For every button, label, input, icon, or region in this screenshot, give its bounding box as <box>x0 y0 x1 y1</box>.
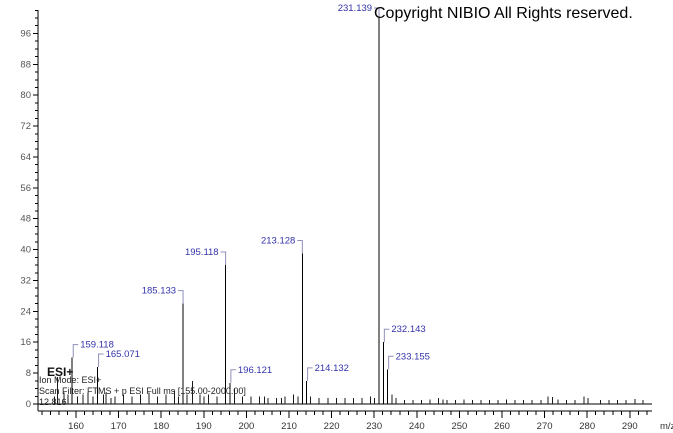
copyright-text: Copyright NIBIO All Rights reserved. <box>374 5 633 22</box>
x-tick-label: 290 <box>622 421 638 432</box>
y-tick-label: 0 <box>26 399 31 410</box>
y-tick-label: 40 <box>20 245 31 256</box>
peak-label-connector <box>374 7 380 18</box>
peak-label-connector <box>388 355 394 370</box>
x-tick-label: 210 <box>281 421 297 432</box>
peak-label-connector <box>383 328 390 343</box>
y-tick-label: 96 <box>20 28 31 39</box>
y-tick-label: 80 <box>20 90 31 101</box>
x-tick-label: 260 <box>494 421 510 432</box>
x-tick-label: 180 <box>153 421 169 432</box>
x-tick-label: 250 <box>451 421 467 432</box>
scan-filter-text: Scan Filter: FTMS + p ESI Full ms [155.0… <box>39 386 246 396</box>
peak-label: 214.132 <box>315 363 349 374</box>
y-tick-label: 56 <box>20 183 31 194</box>
ion-mode-text: Ion Mode: ESI+ <box>39 375 102 385</box>
y-tick-label: 72 <box>20 121 31 132</box>
peak-label: 196.121 <box>238 365 272 376</box>
y-tick-label: 64 <box>20 152 31 163</box>
peak-label: 165.071 <box>106 349 140 360</box>
peak-label-connector <box>307 367 313 381</box>
peak-label-connector <box>297 239 303 254</box>
peak-label: 159.118 <box>80 340 114 351</box>
peak-label-connector <box>230 369 236 383</box>
esi-mode-label: ESI+ <box>47 365 74 379</box>
peak-label-connector <box>72 344 79 358</box>
x-tick-label: 270 <box>537 421 553 432</box>
x-tick-label: 200 <box>238 421 254 432</box>
x-tick-label: 160 <box>68 421 84 432</box>
peak-label: 232.143 <box>391 324 425 335</box>
peak-label: 213.128 <box>261 235 295 246</box>
peak-label: 231.139 <box>338 3 372 14</box>
y-tick-label: 8 <box>26 368 31 379</box>
peak-label: 233.155 <box>396 351 430 362</box>
y-tick-label: 88 <box>20 59 31 70</box>
x-tick-label: 230 <box>366 421 382 432</box>
peak-label: 185.133 <box>142 286 176 297</box>
peak-label-connector <box>178 290 184 304</box>
x-axis-unit-label: m/z <box>660 421 673 432</box>
x-tick-label: 220 <box>324 421 340 432</box>
peak-label: 195.118 <box>185 247 219 258</box>
peak-label-connector <box>98 353 104 367</box>
retention-time-text: 12.816 <box>39 397 67 407</box>
x-tick-label: 190 <box>196 421 212 432</box>
y-tick-label: 16 <box>20 337 31 348</box>
y-tick-label: 48 <box>20 214 31 225</box>
x-tick-label: 170 <box>111 421 127 432</box>
y-tick-label: 24 <box>20 306 31 317</box>
peak-label-connector <box>220 251 227 266</box>
x-tick-label: 280 <box>579 421 595 432</box>
x-tick-label: 240 <box>409 421 425 432</box>
y-tick-label: 32 <box>20 275 31 286</box>
